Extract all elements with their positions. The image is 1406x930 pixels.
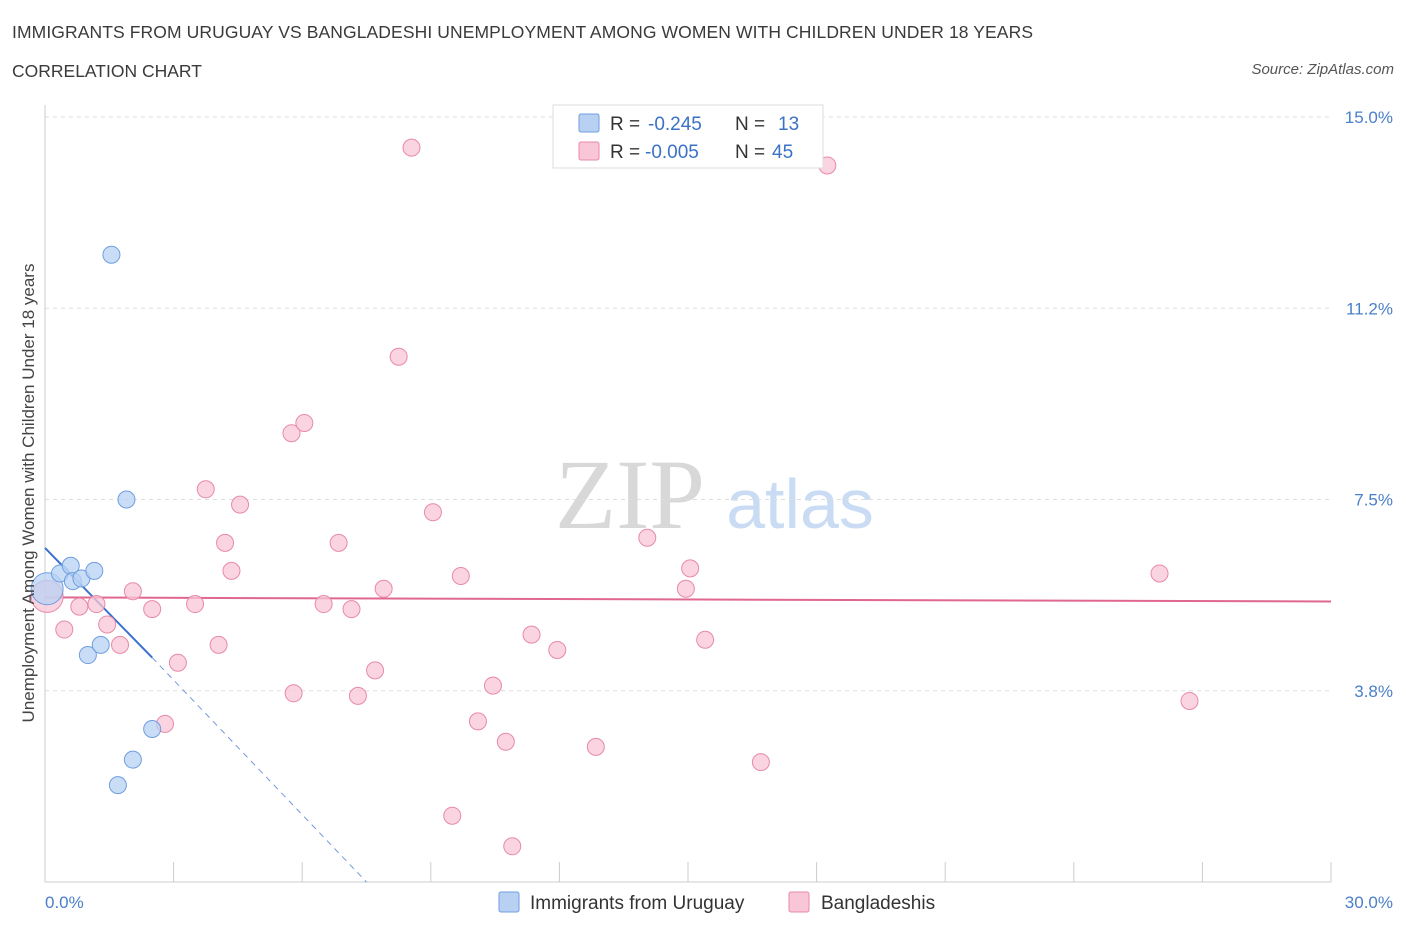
point-pink-2 — [70, 597, 89, 616]
point-pink-31 — [483, 676, 502, 695]
x-tick-labels: 0.0% 30.0% — [45, 893, 1393, 912]
chart-title: IMMIGRANTS FROM URUGUAY VS BANGLADESHI U… — [12, 22, 1034, 42]
legend-n-label-2: N = — [735, 142, 765, 163]
y-tick-label-2: 11.2% — [1346, 299, 1393, 318]
legend-r-label-2: R = — [610, 142, 640, 163]
point-pink-3 — [87, 595, 106, 614]
point-pink-43 — [1150, 564, 1169, 583]
point-pink-6 — [123, 582, 142, 601]
point-pink-18 — [295, 414, 314, 432]
point-pink-13 — [216, 533, 235, 552]
point-pink-14 — [231, 495, 250, 514]
point-pink-11 — [196, 480, 215, 499]
legend-swatch-pink — [578, 141, 600, 161]
legend-n-value-2: 45 — [772, 142, 793, 163]
point-pink-4 — [98, 615, 117, 634]
point-pink-17 — [284, 684, 303, 703]
data-points — [30, 138, 1199, 856]
point-pink-32 — [496, 732, 515, 751]
bottom-legend-label-bangladeshis: Bangladeshis — [821, 893, 935, 914]
point-pink-15 — [222, 561, 241, 580]
point-pink-26 — [402, 138, 421, 157]
y-tick-label-0: 3.8% — [1354, 682, 1393, 701]
point-blue-7 — [117, 490, 136, 509]
point-blue-8 — [78, 646, 97, 665]
point-pink-34 — [522, 625, 541, 644]
point-blue-12 — [108, 776, 127, 795]
point-pink-7 — [143, 600, 162, 619]
bottom-legend: Immigrants from Uruguay Bangladeshis — [498, 891, 935, 914]
trend-lines — [44, 547, 1332, 883]
bottom-legend-swatch-pink — [788, 891, 810, 913]
y-axis-label: Unemployment Among Women with Children U… — [19, 264, 38, 723]
chart-subtitle: CORRELATION CHART — [12, 61, 202, 81]
point-pink-10 — [186, 595, 205, 614]
legend-swatch-blue — [578, 113, 600, 133]
watermark: ZIP atlas — [555, 439, 874, 550]
bottom-legend-swatch-blue — [498, 891, 520, 913]
watermark-zip: ZIP — [555, 439, 705, 550]
bottom-legend-label-uruguay: Immigrants from Uruguay — [530, 893, 745, 914]
point-blue-6 — [102, 245, 121, 264]
point-pink-33 — [503, 837, 522, 856]
axes — [44, 105, 1332, 883]
point-pink-19 — [314, 595, 333, 614]
point-pink-35 — [548, 640, 567, 659]
point-pink-20 — [329, 533, 348, 552]
trend-line-pink — [44, 596, 1332, 603]
point-blue-11 — [123, 750, 142, 769]
y-tick-labels: 3.8% 7.5% 11.2% 15.0% — [1345, 108, 1393, 701]
point-pink-12 — [209, 635, 228, 654]
point-blue-5 — [85, 561, 104, 580]
legend-r-value-2: -0.005 — [645, 142, 699, 163]
y-tick-label-1: 7.5% — [1354, 491, 1393, 510]
point-pink-29 — [451, 567, 470, 585]
point-pink-27 — [423, 503, 442, 522]
point-pink-21 — [342, 600, 361, 619]
y-tick-label-3: 15.0% — [1345, 108, 1393, 127]
legend-n-value-1: 13 — [778, 114, 799, 135]
point-pink-41 — [751, 753, 770, 772]
legend-r-label-1: R = — [610, 114, 640, 135]
point-pink-37 — [638, 528, 657, 547]
gridlines — [45, 116, 1331, 692]
legend-r-value-1: -0.245 — [648, 114, 702, 135]
point-blue-10 — [143, 720, 162, 738]
point-pink-36 — [586, 737, 605, 756]
point-pink-16 — [282, 424, 301, 443]
point-pink-39 — [681, 559, 700, 578]
x-tick-label-0: 0.0% — [45, 893, 84, 912]
point-pink-44 — [1180, 691, 1199, 710]
point-blue-9 — [91, 635, 110, 654]
x-tick-label-1: 30.0% — [1345, 893, 1393, 912]
point-pink-24 — [374, 579, 393, 598]
point-pink-5 — [111, 635, 130, 654]
point-pink-1 — [55, 620, 74, 639]
source-credit: Source: ZipAtlas.com — [1251, 61, 1394, 78]
point-pink-22 — [348, 686, 367, 705]
point-pink-9 — [168, 653, 187, 672]
watermark-atlas: atlas — [726, 465, 874, 543]
point-pink-23 — [366, 661, 385, 680]
trend-line-blue-extension — [151, 657, 367, 883]
point-pink-28 — [443, 806, 462, 825]
top-legend: R = -0.245 N = 13 R = -0.005 N = 45 — [552, 104, 824, 169]
point-pink-40 — [696, 630, 715, 649]
legend-n-label-1: N = — [735, 114, 765, 135]
point-pink-38 — [676, 579, 695, 598]
point-pink-25 — [389, 347, 408, 366]
point-pink-30 — [468, 712, 487, 731]
